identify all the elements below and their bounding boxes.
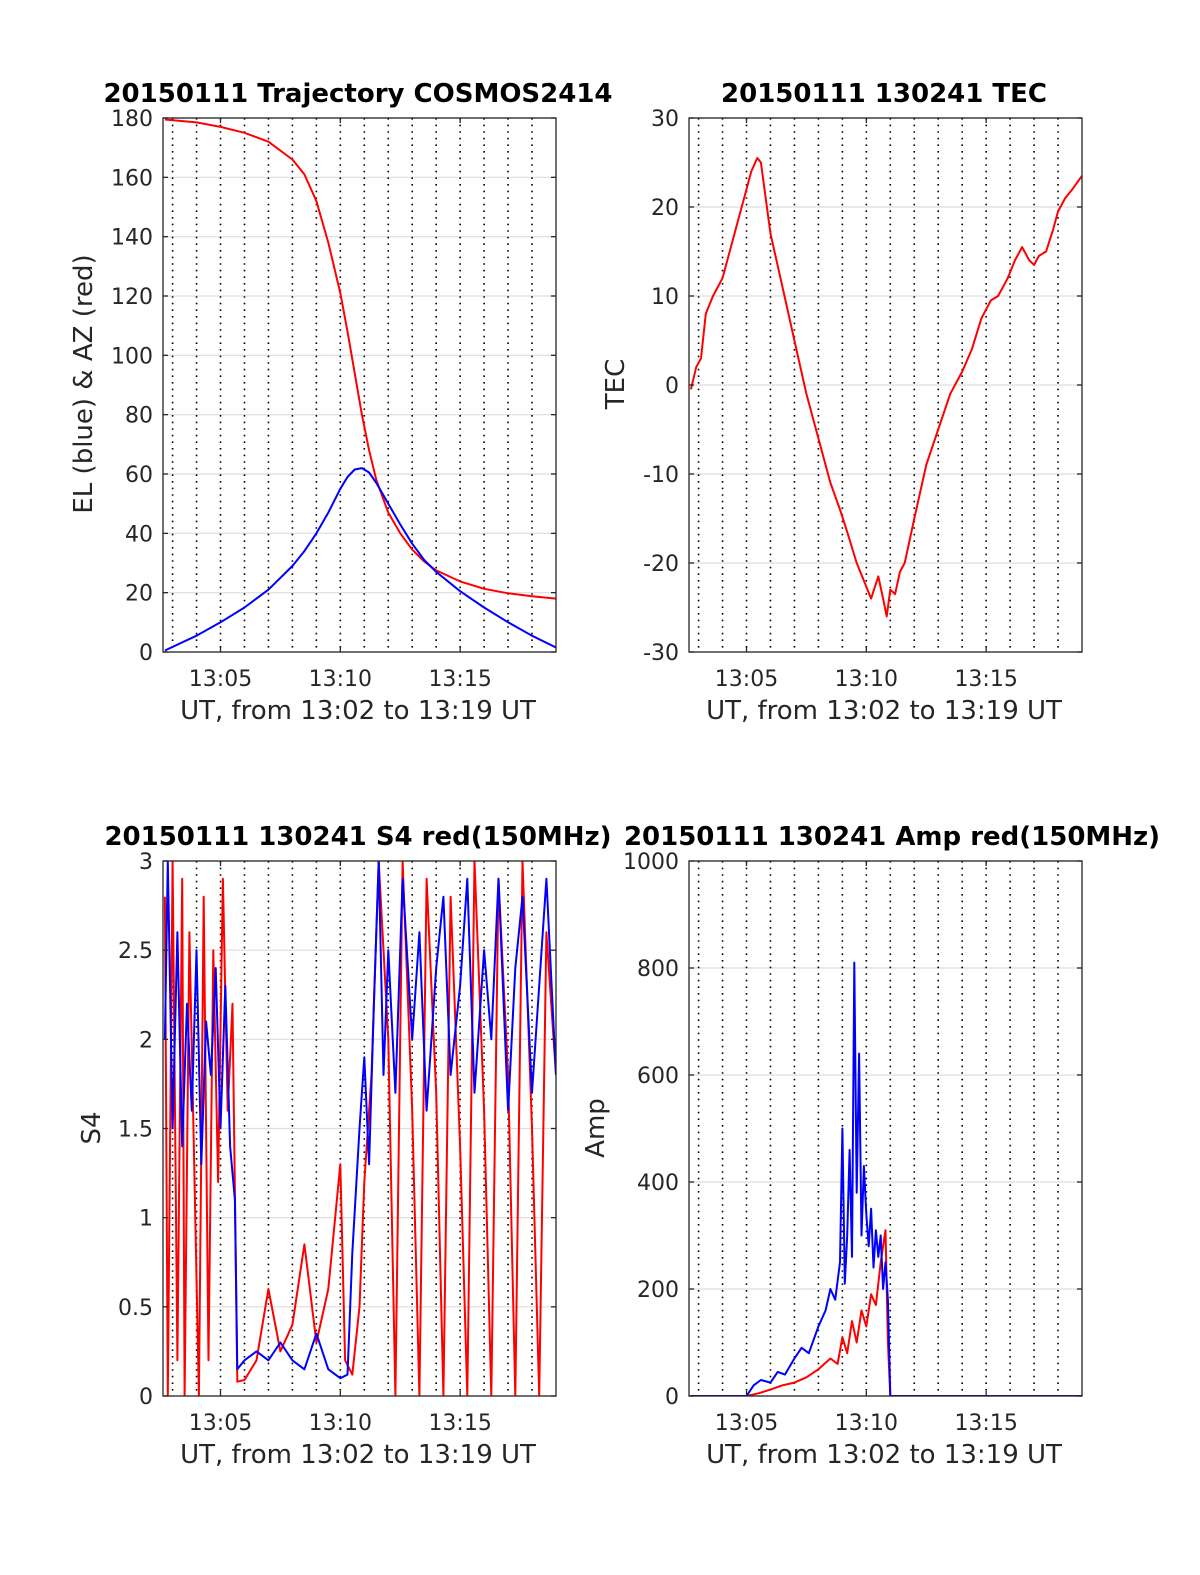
trajectory-ytick-label: 120 — [111, 285, 153, 310]
s4-xtick-label: 13:10 — [309, 1411, 372, 1436]
trajectory-ytick-label: 80 — [125, 404, 153, 429]
amp-title: 20150111 130241 Amp red(150MHz) — [624, 822, 1160, 852]
s4-panel: 20150111 130241 S4 red(150MHz) UT, from … — [77, 822, 612, 1470]
s4-ytick-label: 2.5 — [118, 939, 153, 964]
tec-xtick-label: 13:15 — [954, 667, 1017, 692]
tec-title: 20150111 130241 TEC — [721, 79, 1047, 109]
s4-ytick-label: 2 — [139, 1028, 153, 1053]
amp-xtick-label: 13:10 — [835, 1411, 898, 1436]
tec-xlabel: UT, from 13:02 to 13:19 UT — [706, 696, 1062, 726]
amp-ylabel: Amp — [581, 1098, 611, 1158]
trajectory-xtick-label: 13:05 — [189, 667, 252, 692]
tec-ytick-label: -20 — [643, 552, 679, 577]
s4-ytick-label: 0.5 — [118, 1296, 153, 1321]
tec-ytick-label: 0 — [665, 374, 679, 399]
trajectory-ytick-label: 0 — [139, 641, 153, 666]
trajectory-xtick-label: 13:15 — [428, 667, 491, 692]
s4-ytick-label: 0 — [139, 1385, 153, 1410]
s4-ytick-label: 1.5 — [118, 1118, 153, 1143]
amp-xtick-label: 13:05 — [715, 1411, 778, 1436]
amp-ytick-label: 600 — [637, 1064, 679, 1089]
amp-xtick-label: 13:15 — [954, 1411, 1017, 1436]
trajectory-panel: 20150111 Trajectory COSMOS2414 UT, from … — [69, 79, 613, 726]
tec-panel: 20150111 130241 TEC UT, from 13:02 to 13… — [601, 79, 1083, 726]
amp-plot-area — [689, 861, 1082, 1396]
trajectory-ylabel: EL (blue) & AZ (red) — [69, 254, 99, 513]
trajectory-ytick-label: 60 — [125, 463, 153, 488]
trajectory-ytick-label: 140 — [111, 226, 153, 251]
amp-ytick-label: 200 — [637, 1278, 679, 1303]
s4-title: 20150111 130241 S4 red(150MHz) — [104, 822, 611, 852]
trajectory-xlabel: UT, from 13:02 to 13:19 UT — [180, 696, 536, 726]
trajectory-series-line — [164, 467, 556, 652]
amp-ytick-label: 0 — [665, 1385, 679, 1410]
amp-ytick-label: 1000 — [623, 850, 679, 875]
s4-ytick-label: 3 — [139, 850, 153, 875]
s4-ylabel: S4 — [77, 1111, 107, 1144]
trajectory-plot-area — [163, 118, 556, 652]
trajectory-xtick-label: 13:10 — [309, 667, 372, 692]
trajectory-ytick-label: 100 — [111, 344, 153, 369]
trajectory-ytick-label: 20 — [125, 582, 153, 607]
amp-panel: 20150111 130241 Amp red(150MHz) UT, from… — [581, 822, 1160, 1470]
amp-ytick-label: 400 — [637, 1171, 679, 1196]
amp-series-line — [690, 961, 1082, 1396]
s4-xtick-label: 13:05 — [189, 1411, 252, 1436]
s4-ytick-label: 1 — [139, 1207, 153, 1232]
trajectory-axes-box — [162, 117, 557, 653]
tec-ytick-label: 30 — [651, 107, 679, 132]
amp-xlabel: UT, from 13:02 to 13:19 UT — [706, 1440, 1062, 1470]
trajectory-title: 20150111 Trajectory COSMOS2414 — [103, 79, 612, 109]
trajectory-ytick-label: 160 — [111, 166, 153, 191]
amp-axes-box — [688, 860, 1083, 1397]
tec-ytick-label: 10 — [651, 285, 679, 310]
tec-ytick-label: 20 — [651, 196, 679, 221]
amp-ytick-label: 800 — [637, 957, 679, 982]
trajectory-ytick-label: 40 — [125, 522, 153, 547]
s4-series-line — [163, 861, 556, 1380]
trajectory-ytick-label: 180 — [111, 107, 153, 132]
tec-ytick-label: -30 — [643, 641, 679, 666]
tec-series-line — [689, 157, 1082, 618]
tec-xtick-label: 13:10 — [835, 667, 898, 692]
tec-ylabel: TEC — [601, 359, 631, 410]
tec-xtick-label: 13:05 — [715, 667, 778, 692]
trajectory-series-line — [164, 118, 556, 600]
tec-ytick-label: -10 — [643, 463, 679, 488]
s4-xtick-label: 13:15 — [428, 1411, 491, 1436]
s4-xlabel: UT, from 13:02 to 13:19 UT — [180, 1440, 536, 1470]
